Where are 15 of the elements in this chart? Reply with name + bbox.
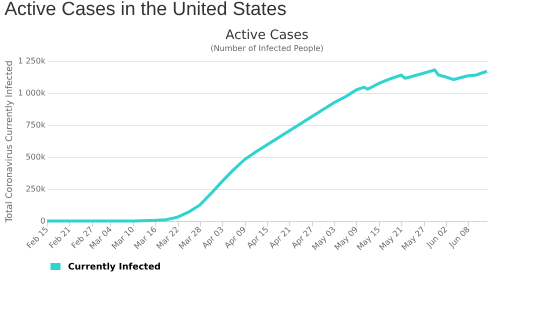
y-axis-title: Total Coronavirus Currently Infected bbox=[4, 60, 15, 224]
legend-label: Currently Infected bbox=[68, 262, 161, 272]
y-tick-label: 0 bbox=[40, 216, 46, 226]
y-tick-label: 1 000k bbox=[18, 88, 46, 98]
x-tick-label: Apr 15 bbox=[245, 224, 270, 250]
y-tick-label: 1 250k bbox=[18, 56, 46, 66]
x-tick-label: Jun 02 bbox=[424, 224, 450, 250]
chart-subtitle: (Number of Infected People) bbox=[210, 44, 324, 53]
x-tick-label: Apr 21 bbox=[268, 224, 293, 250]
chart-title: Active Cases bbox=[226, 28, 309, 43]
y-tick-label: 250k bbox=[26, 184, 46, 194]
y-tick-label: 500k bbox=[26, 152, 46, 162]
text: Active Cases in the United States bbox=[4, 0, 286, 20]
x-tick-label: Jun 08 bbox=[446, 224, 472, 250]
y-tick-label: 750k bbox=[26, 120, 46, 130]
